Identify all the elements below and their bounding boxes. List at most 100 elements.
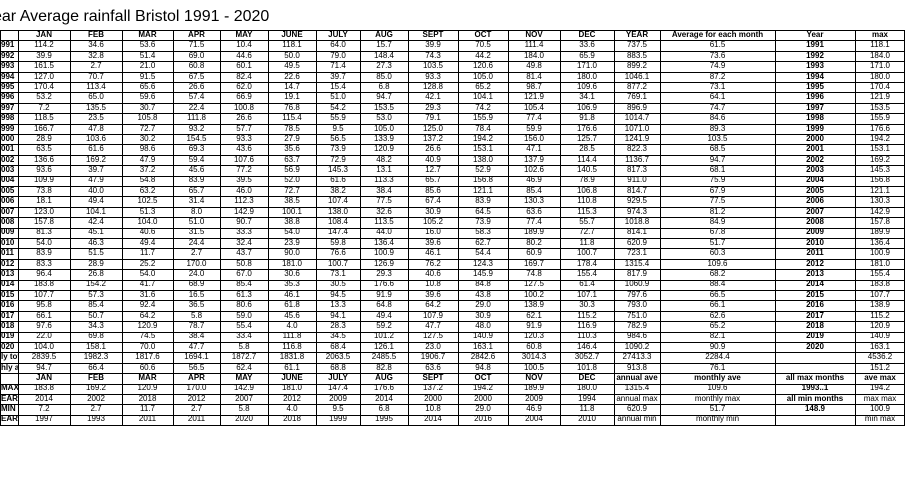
summary-row-cell[interactable]: MAX	[1, 383, 18, 393]
data-row-cell[interactable]: 54.0	[284, 227, 300, 237]
data-row-cell[interactable]: 2003	[806, 165, 824, 175]
data-row-cell[interactable]: 31.5	[188, 227, 205, 237]
data-row-cell[interactable]: 153.5	[373, 102, 395, 112]
data-row-cell[interactable]: 92.4	[139, 300, 156, 310]
summary-header-row-cell[interactable]: JUNE	[281, 372, 303, 382]
summary-row-cell[interactable]: 148.9	[804, 404, 826, 414]
data-row-cell[interactable]: 31.4	[188, 196, 205, 206]
data-row-cell[interactable]: 35.6	[284, 144, 300, 154]
data-row-cell[interactable]: 16.5	[188, 289, 205, 299]
summary-row-cell[interactable]: 2004	[525, 414, 543, 424]
data-row-cell[interactable]: 77.5	[376, 196, 392, 206]
totals-row-cell[interactable]: 1906.7	[420, 352, 446, 362]
summary-row-cell[interactable]: all min months	[786, 393, 844, 403]
data-row-cell[interactable]: 62.6	[709, 310, 726, 320]
totals-row-cell[interactable]: 1817.6	[135, 352, 160, 362]
data-row-cell[interactable]: 67.0	[236, 268, 252, 278]
data-row-cell[interactable]: 127.5	[422, 331, 444, 341]
data-row-cell[interactable]: 69.3	[188, 144, 205, 154]
data-row-cell[interactable]: 44.0	[376, 227, 392, 237]
data-row-cell[interactable]: 85.0	[376, 71, 392, 81]
data-row-cell[interactable]: 51.7	[709, 237, 726, 247]
data-row-cell[interactable]: 002	[1, 154, 15, 164]
data-row-cell[interactable]: 166.7	[33, 123, 55, 133]
summary-row-cell[interactable]: 2.7	[190, 404, 203, 414]
data-row-cell[interactable]: 80.6	[236, 300, 252, 310]
summary-row-cell[interactable]: 2002	[87, 393, 105, 403]
data-row-cell[interactable]: 51.3	[139, 206, 156, 216]
data-row-cell[interactable]: 2009	[806, 227, 824, 237]
data-row-cell[interactable]: 38.8	[284, 217, 300, 227]
data-row-cell[interactable]: 24.4	[188, 237, 205, 247]
data-row-cell[interactable]: 27.3	[376, 61, 392, 71]
data-row-cell[interactable]: 74.5	[139, 331, 156, 341]
data-row-cell[interactable]: 1994	[806, 71, 824, 81]
summary-row-cell[interactable]: 2010	[578, 414, 596, 424]
data-row-cell[interactable]: 184.0	[523, 50, 545, 60]
summary-row-cell[interactable]: 2012	[283, 393, 301, 403]
data-row-cell[interactable]: 1991	[806, 40, 824, 50]
totals-row-cell[interactable]: 2284.4	[705, 352, 730, 362]
data-row-cell[interactable]: 23.5	[88, 113, 104, 123]
column-header[interactable]: OCT	[474, 30, 492, 39]
data-row-cell[interactable]: 53.6	[139, 40, 156, 50]
data-row-cell[interactable]: 2019	[806, 331, 824, 341]
summary-header-row-cell[interactable]: OCT	[474, 372, 492, 382]
data-row-cell[interactable]: 97.6	[36, 320, 52, 330]
data-row-cell[interactable]: 72.7	[284, 185, 300, 195]
data-row-cell[interactable]: 817.3	[626, 165, 648, 175]
data-row-cell[interactable]: 1993	[806, 61, 824, 71]
data-row-cell[interactable]: 63.7	[284, 154, 300, 164]
data-row-cell[interactable]: 817.9	[626, 268, 648, 278]
data-row-cell[interactable]: 65.6	[139, 81, 156, 91]
data-row-cell[interactable]: 130.3	[869, 196, 891, 206]
data-row-cell[interactable]: 145.3	[869, 165, 891, 175]
summary-row-cell[interactable]: 1993	[87, 414, 105, 424]
summary-row-cell[interactable]: 9.5	[332, 404, 344, 414]
summary-header-row-cell[interactable]: APR	[188, 372, 205, 382]
data-row-cell[interactable]: 64.0	[330, 40, 346, 50]
data-row-cell[interactable]: 65.7	[425, 175, 441, 185]
data-row-cell[interactable]: 64.2	[139, 310, 156, 320]
data-row-cell[interactable]: 66.1	[709, 300, 726, 310]
data-row-cell[interactable]: 153.1	[869, 144, 891, 154]
data-row-cell[interactable]: 1090.2	[624, 341, 650, 351]
data-row-cell[interactable]: 995	[1, 81, 15, 91]
data-row-cell[interactable]: 49.4	[376, 310, 392, 320]
column-header[interactable]: Average for each month	[671, 30, 764, 39]
data-row-cell[interactable]: 15.7	[376, 40, 392, 50]
data-row-cell[interactable]: 7.2	[38, 102, 50, 112]
summary-row-cell[interactable]: 2000	[424, 393, 442, 403]
data-row-cell[interactable]: 994	[1, 71, 15, 81]
data-row-cell[interactable]: 015	[1, 289, 15, 299]
data-row-cell[interactable]: 161.5	[33, 61, 55, 71]
data-row-cell[interactable]: 176.6	[576, 123, 598, 133]
data-row-cell[interactable]: 153.1	[472, 144, 494, 154]
data-row-cell[interactable]: 2013	[806, 268, 824, 278]
data-row-cell[interactable]: 000	[1, 133, 15, 143]
data-row-cell[interactable]: 72.7	[579, 227, 595, 237]
data-row-cell[interactable]: 54.0	[36, 237, 52, 247]
data-row-cell[interactable]: 29.0	[475, 300, 491, 310]
data-row-cell[interactable]: 82.1	[709, 331, 726, 341]
data-row-cell[interactable]: 148.4	[373, 50, 395, 60]
data-row-cell[interactable]: 77.5	[709, 196, 726, 206]
data-row-cell[interactable]: 100.8	[233, 102, 255, 112]
summary-header-row-cell[interactable]: ave max	[864, 372, 896, 382]
summary-row-cell[interactable]: max max	[863, 393, 897, 403]
data-row-cell[interactable]: 39.6	[425, 289, 441, 299]
data-row-cell[interactable]: 018	[1, 320, 15, 330]
data-row-cell[interactable]: 33.4	[236, 331, 252, 341]
data-row-cell[interactable]: 126.1	[373, 341, 395, 351]
summary-row-cell[interactable]: 109.6	[707, 383, 728, 393]
summary-row-cell[interactable]: 4.0	[286, 404, 298, 414]
data-row-cell[interactable]: 822.3	[626, 144, 648, 154]
data-row-cell[interactable]: 8.0	[190, 206, 203, 216]
data-row-cell[interactable]: 5.8	[238, 341, 250, 351]
data-row-cell[interactable]: 115.4	[282, 113, 302, 123]
data-row-cell[interactable]: 11.7	[140, 248, 155, 258]
data-row-cell[interactable]: 138.0	[327, 206, 349, 216]
data-row-cell[interactable]: 189.9	[869, 227, 891, 237]
data-row-cell[interactable]: 113.3	[374, 175, 394, 185]
data-row-cell[interactable]: 113.4	[86, 81, 106, 91]
